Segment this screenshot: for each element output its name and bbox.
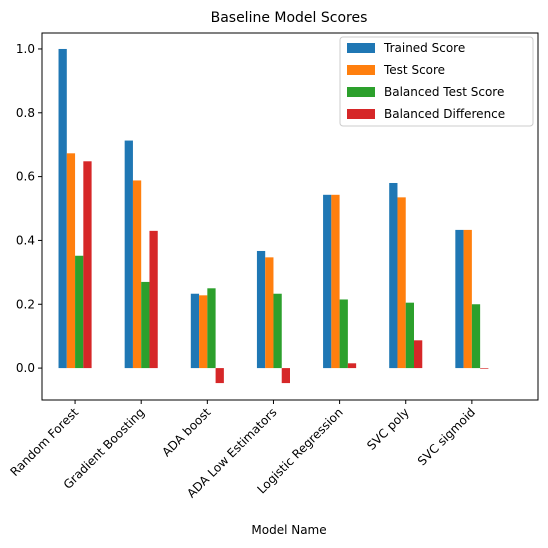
bar-balanced-test-score-2 — [207, 288, 216, 369]
x-tick-label: Random Forest — [7, 405, 81, 479]
bar-balanced-test-score-3 — [273, 293, 282, 369]
bar-balanced-difference-2 — [215, 368, 224, 384]
legend-swatch — [347, 109, 375, 119]
y-tick-label: 0.8 — [16, 106, 35, 120]
bar-test-score-5 — [397, 197, 406, 369]
bar-trained-score-4 — [323, 194, 332, 369]
bar-balanced-test-score-1 — [141, 281, 150, 369]
bar-trained-score-0 — [58, 48, 67, 369]
x-axis-label: Model Name — [251, 523, 326, 537]
x-tick-label: SVC poly — [364, 405, 412, 453]
y-tick-label: 0.0 — [16, 361, 35, 375]
bar-test-score-2 — [199, 295, 208, 369]
y-tick-label: 1.0 — [16, 42, 35, 56]
bar-balanced-difference-3 — [281, 368, 290, 384]
bar-balanced-test-score-4 — [339, 299, 348, 369]
bar-balanced-difference-0 — [83, 161, 92, 369]
bars-group — [58, 48, 489, 384]
legend-swatch — [347, 43, 375, 53]
bar-test-score-4 — [331, 194, 340, 369]
bar-test-score-1 — [132, 180, 142, 369]
legend-swatch — [347, 87, 375, 97]
bar-test-score-3 — [265, 257, 274, 369]
bar-trained-score-2 — [190, 293, 200, 369]
bar-balanced-test-score-0 — [75, 255, 84, 369]
bar-trained-score-1 — [124, 140, 133, 369]
legend-swatch — [347, 65, 375, 75]
y-tick-label: 0.4 — [16, 233, 35, 247]
legend-entry: Balanced Test Score — [384, 85, 504, 99]
y-tick-label: 0.6 — [16, 170, 35, 184]
bar-balanced-difference-5 — [414, 340, 423, 369]
legend-frame — [339, 36, 534, 127]
x-tick-label: ADA boost — [159, 405, 213, 459]
y-tick-label: 0.2 — [16, 297, 35, 311]
bar-balanced-test-score-5 — [405, 302, 414, 369]
legend-entry: Test Score — [383, 63, 445, 77]
bar-test-score-0 — [66, 153, 76, 369]
bar-balanced-test-score-6 — [471, 304, 481, 369]
bar-trained-score-3 — [256, 250, 266, 369]
bar-balanced-difference-1 — [149, 230, 158, 369]
x-tick-label: SVC sigmoid — [415, 405, 478, 468]
y-axis: 0.0 0.2 0.4 0.6 0.8 1.0 — [16, 42, 42, 375]
bar-test-score-6 — [463, 229, 472, 369]
legend: Trained Score Test Score Balanced Test Sco… — [339, 36, 534, 127]
bar-trained-score-5 — [389, 182, 398, 369]
bar-balanced-difference-4 — [347, 363, 357, 369]
legend-entry: Trained Score — [383, 41, 465, 55]
chart-title: Baseline Model Scores — [211, 10, 368, 26]
bar-balanced-difference-6 — [480, 368, 489, 369]
plot-frame — [41, 32, 539, 401]
legend-entry: Balanced Difference — [384, 107, 505, 121]
bar-trained-score-6 — [455, 229, 464, 369]
